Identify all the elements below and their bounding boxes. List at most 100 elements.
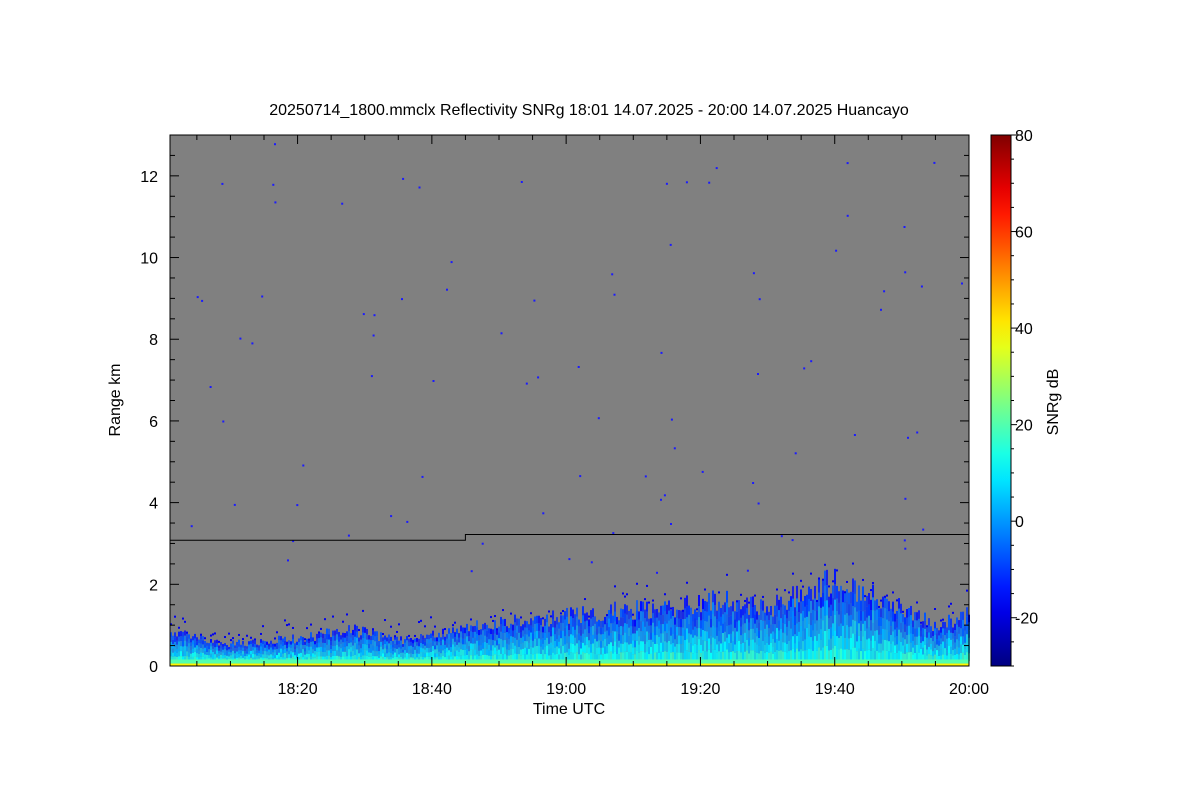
echo-cell: [270, 647, 272, 651]
echo-cell: [672, 634, 674, 644]
echo-cell: [234, 655, 236, 659]
echo-cell: [496, 629, 498, 635]
echo-cell: [224, 643, 226, 647]
echo-cell: [420, 634, 422, 639]
echo-cell: [836, 636, 838, 649]
echo-cell: [480, 639, 482, 646]
echo-cell: [926, 637, 928, 644]
echo-cell: [808, 598, 810, 612]
echo-cell: [258, 653, 260, 656]
echo-cell: [574, 653, 576, 662]
echo-cell: [498, 649, 500, 656]
echo-cell: [738, 610, 740, 621]
echo-cell: [508, 627, 510, 634]
echo-cell: [534, 653, 536, 662]
echo-cell: [724, 602, 726, 613]
noise-dot: [292, 540, 295, 543]
echo-cell: [892, 651, 894, 662]
echo-cell: [882, 607, 884, 619]
echo-cell: [758, 622, 760, 631]
echo-cell: [580, 629, 582, 636]
noise-dot: [274, 143, 276, 146]
echo-cell: [858, 585, 860, 599]
echo-cell: [822, 579, 824, 594]
echo-cell: [580, 654, 582, 662]
echo-cell: [898, 640, 900, 651]
echo-cell: [558, 648, 560, 655]
echo-cell: [728, 652, 730, 662]
echo-cell: [572, 618, 574, 627]
echo-cell: [922, 621, 924, 628]
echo-cell: [812, 609, 814, 621]
echo-cell: [564, 652, 566, 662]
echo-cell: [616, 631, 618, 640]
noise-dot: [907, 436, 909, 439]
echo-cell: [386, 637, 388, 642]
echo-cell: [946, 633, 948, 639]
echo-cell: [688, 651, 690, 662]
echo-cell: [198, 653, 200, 658]
echo-cell: [604, 616, 606, 625]
echo-cell: [780, 607, 782, 619]
echo-cell: [366, 655, 368, 662]
echo-cell: [860, 651, 862, 662]
echo-cell: [710, 644, 712, 653]
echo-cell: [550, 636, 552, 643]
echo-cell: [528, 642, 530, 649]
echo-cell: [244, 645, 246, 649]
echo-cell: [194, 647, 196, 653]
echo-cell: [234, 653, 236, 656]
echo-cell: [720, 634, 722, 644]
echo-cell: [196, 641, 198, 646]
echo-cell: [566, 652, 568, 662]
echo-speckle: [800, 579, 802, 582]
echo-cell: [806, 594, 808, 606]
noise-dot: [752, 272, 755, 275]
echo-cell: [342, 632, 344, 638]
echo-cell: [348, 625, 350, 632]
echo-cell: [386, 641, 388, 646]
echo-cell: [252, 653, 254, 658]
echo-cell: [258, 645, 260, 648]
echo-speckle: [682, 609, 684, 612]
noise-dot: [701, 470, 704, 473]
echo-cell: [612, 630, 614, 639]
echo-cell: [350, 633, 352, 638]
echo-cell: [754, 642, 756, 652]
echo-cell: [380, 656, 382, 662]
echo-cell: [186, 656, 188, 662]
noise-dot: [663, 494, 666, 497]
echo-cell: [254, 650, 256, 655]
echo-cell: [206, 645, 208, 649]
echo-speckle: [530, 612, 532, 615]
echo-cell: [804, 639, 806, 651]
echo-speckle: [342, 620, 344, 623]
echo-cell: [308, 639, 310, 644]
echo-cell: [198, 650, 200, 654]
echo-cell: [236, 651, 238, 655]
echo-cell: [324, 638, 326, 644]
echo-cell: [292, 652, 294, 657]
echo-cell: [468, 656, 470, 662]
echo-cell: [656, 617, 658, 627]
echo-cell: [846, 601, 848, 614]
echo-cell: [684, 629, 686, 641]
echo-cell: [470, 649, 472, 656]
echo-cell: [828, 607, 830, 619]
noise-dot: [757, 502, 760, 505]
echo-cell: [638, 627, 640, 637]
echo-cell: [326, 650, 328, 656]
echo-cell: [248, 647, 250, 652]
echo-cell: [438, 646, 440, 652]
echo-cell: [264, 641, 266, 645]
echo-speckle: [470, 618, 472, 621]
echo-cell: [450, 633, 452, 638]
echo-cell: [738, 620, 740, 631]
echo-cell: [688, 605, 690, 615]
echo-cell: [404, 642, 406, 647]
echo-cell: [854, 647, 856, 662]
echo-speckle: [636, 582, 638, 585]
echo-cell: [370, 635, 372, 641]
echo-cell: [840, 623, 842, 637]
echo-cell: [274, 652, 276, 656]
